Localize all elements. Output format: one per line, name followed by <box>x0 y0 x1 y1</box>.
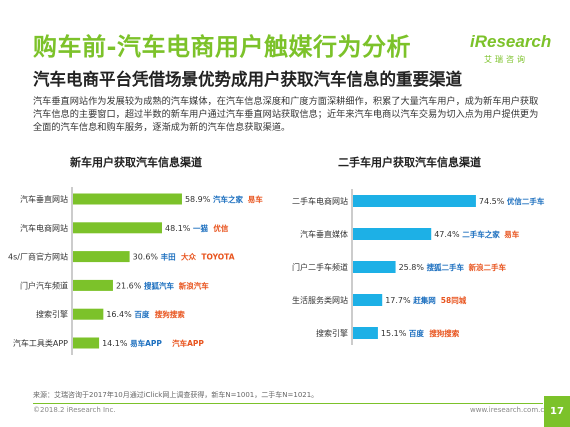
category-label: 汽车工具类APP <box>13 338 68 348</box>
brand-logo: 优信二手车 <box>507 196 545 206</box>
value-label: 17.7% <box>385 296 411 305</box>
logo-subtext: 艾瑞咨询 <box>484 55 528 64</box>
brand-logo: 赶集网 <box>412 295 436 305</box>
copyright: ©2018.2 iResearch Inc. <box>33 406 116 414</box>
value-label: 15.1% <box>381 329 407 338</box>
brand-logo: 易车 <box>504 229 519 239</box>
brand-logo: 丰田 <box>161 252 176 262</box>
bar <box>73 193 182 205</box>
bar <box>353 327 378 339</box>
description-paragraph: 汽车垂直网站作为发展较为成熟的汽车媒体，在汽车信息深度和广度方面深耕细作，积累了… <box>33 96 539 133</box>
value-label: 47.4% <box>434 230 460 239</box>
footer-divider <box>33 403 543 404</box>
bar <box>353 261 396 273</box>
brand-logo: 易车APP <box>130 338 162 348</box>
value-label: 48.1% <box>165 224 191 233</box>
value-label: 14.1% <box>102 339 128 348</box>
value-label: 74.5% <box>479 197 505 206</box>
iresearch-logo: iResearch 艾瑞咨询 <box>470 28 551 68</box>
left-chart-title: 新车用户获取汽车信息渠道 <box>70 156 202 169</box>
brand-logo: 汽车之家 <box>213 194 243 204</box>
page-subtitle: 汽车电商平台凭借场景优势成用户获取汽车信息的重要渠道 <box>33 70 462 89</box>
bar <box>353 228 432 240</box>
category-label: 门户二手车频道 <box>292 262 348 272</box>
source-note: 来源：艾瑞咨询于2017年10月通过iClick网上调查获得，新车N=1001，… <box>33 391 319 399</box>
bar <box>353 294 383 306</box>
category-label: 搜索引擎 <box>36 309 68 319</box>
page-number: 17 <box>544 396 570 427</box>
category-label: 生活服务类网站 <box>292 295 348 305</box>
brand-logo: 新浪汽车 <box>179 280 209 290</box>
brand-logo: 搜狗搜索 <box>155 309 185 319</box>
bar <box>73 279 113 291</box>
category-label: 门户汽车频道 <box>20 280 68 290</box>
brand-logo: 大众 <box>181 252 196 262</box>
bar <box>73 251 130 263</box>
bar <box>353 195 476 207</box>
brand-logo: 百度 <box>409 328 424 338</box>
logo-text: iResearch <box>470 32 552 51</box>
category-label: 搜索引擎 <box>316 328 348 338</box>
value-label: 16.4% <box>106 310 132 319</box>
right-chart-title: 二手车用户获取汽车信息渠道 <box>338 156 481 169</box>
brand-logo: TOYOTA <box>201 253 234 262</box>
bar <box>73 337 100 349</box>
category-label: 4s/厂商官方网站 <box>8 252 68 262</box>
brand-logo: 优信 <box>213 223 228 233</box>
category-label: 汽车垂直网站 <box>20 194 68 204</box>
brand-logo: 搜狐汽车 <box>144 280 174 290</box>
value-label: 21.6% <box>116 281 142 290</box>
website-link[interactable]: www.iresearch.com.cn <box>470 406 549 414</box>
value-label: 30.6% <box>133 253 159 262</box>
brand-logo: 百度 <box>134 309 149 319</box>
brand-logo: 搜狐二手车 <box>427 262 465 272</box>
value-label: 58.9% <box>185 195 211 204</box>
value-label: 25.8% <box>399 263 425 272</box>
brand-logo: 易车 <box>248 194 263 204</box>
brand-logo: 新浪二手车 <box>469 262 507 272</box>
page-title: 购车前-汽车电商用户触媒行为分析 <box>33 33 411 61</box>
brand-logo: 二手车之家 <box>462 229 500 239</box>
category-label: 汽车垂直媒体 <box>300 229 348 239</box>
bar <box>73 308 104 320</box>
brand-logo: 搜狗搜索 <box>429 328 459 338</box>
category-label: 二手车电商网站 <box>292 196 348 206</box>
bar <box>73 222 162 234</box>
brand-logo: 汽车APP <box>172 338 204 348</box>
brand-logo: 一猫 <box>193 223 208 233</box>
category-label: 汽车电商网站 <box>20 223 68 233</box>
brand-logo: 58同城 <box>441 295 467 305</box>
